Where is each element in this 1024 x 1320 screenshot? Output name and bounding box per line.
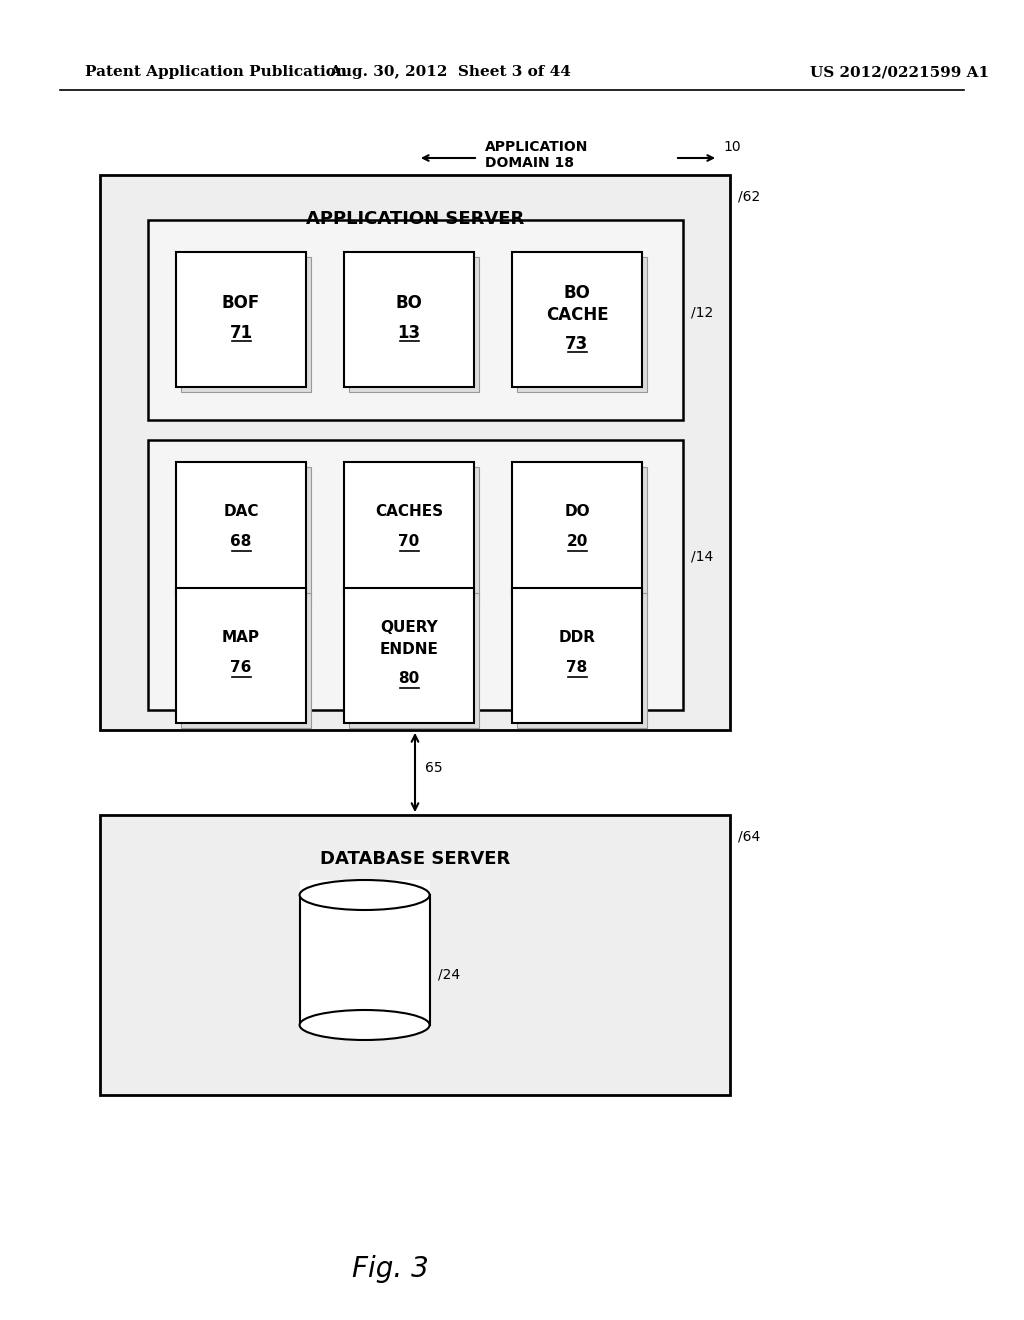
Bar bbox=[344, 252, 474, 387]
Text: CACHES: CACHES bbox=[375, 504, 443, 519]
Bar bbox=[344, 462, 474, 597]
Text: DDR: DDR bbox=[558, 630, 596, 645]
Text: Patent Application Publication: Patent Application Publication bbox=[85, 65, 347, 79]
Bar bbox=[181, 593, 311, 729]
Text: 13: 13 bbox=[397, 323, 421, 342]
Bar bbox=[176, 587, 306, 723]
Bar bbox=[517, 467, 647, 602]
Text: DATABASE SERVER: DATABASE SERVER bbox=[319, 850, 510, 869]
Text: 80: 80 bbox=[398, 671, 420, 686]
Bar bbox=[512, 587, 642, 723]
Text: BO: BO bbox=[563, 284, 591, 302]
Text: /64: /64 bbox=[738, 830, 760, 843]
Text: 68: 68 bbox=[230, 535, 252, 549]
Text: DAC: DAC bbox=[223, 504, 259, 519]
Bar bbox=[176, 252, 306, 387]
Text: /62: /62 bbox=[738, 190, 760, 205]
Text: MAP: MAP bbox=[222, 630, 260, 645]
Text: ENDNE: ENDNE bbox=[380, 642, 438, 657]
Bar bbox=[176, 462, 306, 597]
Text: 20: 20 bbox=[566, 535, 588, 549]
Text: Aug. 30, 2012  Sheet 3 of 44: Aug. 30, 2012 Sheet 3 of 44 bbox=[329, 65, 571, 79]
Bar bbox=[181, 257, 311, 392]
Text: /12: /12 bbox=[691, 305, 714, 319]
Text: US 2012/0221599 A1: US 2012/0221599 A1 bbox=[810, 65, 989, 79]
Bar bbox=[344, 587, 474, 723]
Bar bbox=[512, 252, 642, 387]
Text: 65: 65 bbox=[425, 760, 442, 775]
Bar bbox=[100, 176, 730, 730]
Text: BOF: BOF bbox=[222, 294, 260, 312]
Text: Fig. 3: Fig. 3 bbox=[351, 1255, 428, 1283]
Bar bbox=[349, 593, 479, 729]
Bar bbox=[300, 880, 430, 1026]
Text: 76: 76 bbox=[230, 660, 252, 675]
Text: CACHE: CACHE bbox=[546, 306, 608, 323]
Text: QUERY: QUERY bbox=[380, 620, 438, 635]
Text: BO: BO bbox=[395, 294, 423, 312]
Bar bbox=[100, 814, 730, 1096]
Text: APPLICATION SERVER: APPLICATION SERVER bbox=[306, 210, 524, 228]
Bar bbox=[349, 257, 479, 392]
Bar bbox=[349, 467, 479, 602]
Bar bbox=[148, 440, 683, 710]
Text: 78: 78 bbox=[566, 660, 588, 675]
Bar bbox=[181, 467, 311, 602]
Bar bbox=[148, 220, 683, 420]
Text: DO: DO bbox=[564, 504, 590, 519]
Text: 71: 71 bbox=[229, 323, 253, 342]
Bar bbox=[517, 257, 647, 392]
Text: 10: 10 bbox=[723, 140, 740, 154]
Text: APPLICATION
DOMAIN 18: APPLICATION DOMAIN 18 bbox=[485, 140, 589, 170]
Ellipse shape bbox=[300, 880, 430, 909]
Bar bbox=[512, 462, 642, 597]
Text: /14: /14 bbox=[691, 550, 714, 564]
Text: /24: /24 bbox=[437, 968, 460, 982]
Text: 73: 73 bbox=[565, 335, 589, 352]
Ellipse shape bbox=[300, 1010, 430, 1040]
Bar bbox=[517, 593, 647, 729]
Text: 70: 70 bbox=[398, 535, 420, 549]
